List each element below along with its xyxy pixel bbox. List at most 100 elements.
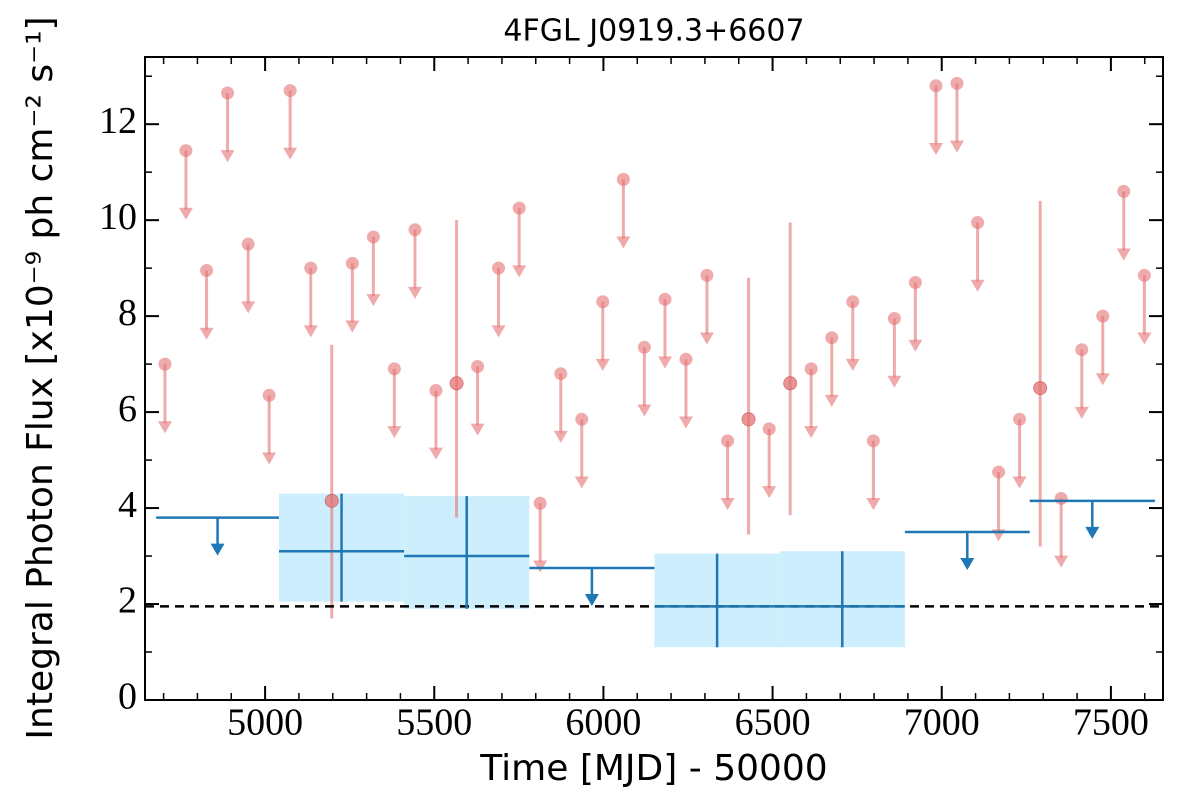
flux-point bbox=[554, 367, 568, 381]
flux-point bbox=[241, 237, 255, 251]
flux-point bbox=[1096, 309, 1110, 323]
upper-limit-head bbox=[1095, 373, 1110, 386]
flux-point bbox=[596, 295, 610, 309]
flux-point bbox=[721, 434, 735, 448]
flux-point bbox=[1013, 412, 1027, 426]
flux-point bbox=[221, 86, 235, 100]
flux-point bbox=[929, 79, 943, 93]
upper-limit-head bbox=[887, 375, 902, 388]
flux-point bbox=[471, 360, 485, 374]
y-tick-label: 0 bbox=[118, 676, 137, 718]
upper-limit-head bbox=[637, 404, 652, 417]
upper-limit-head bbox=[908, 339, 923, 352]
flux-point bbox=[512, 201, 526, 215]
flux-point bbox=[783, 376, 798, 391]
flux-point bbox=[262, 388, 276, 402]
upper-limit-head bbox=[533, 560, 548, 573]
flux-point bbox=[158, 357, 172, 371]
upper-limit-head bbox=[678, 416, 693, 429]
flux-point bbox=[179, 144, 193, 158]
upper-limit-head bbox=[1085, 526, 1100, 539]
upper-limit-head bbox=[470, 423, 485, 436]
flux-point bbox=[679, 352, 693, 366]
upper-limit-head bbox=[866, 498, 881, 511]
upper-limit-head bbox=[574, 476, 589, 489]
flux-point bbox=[637, 340, 651, 354]
y-axis-label: Integral Photon Flux [x10⁻⁹ ph cm⁻² s⁻¹] bbox=[20, 16, 61, 739]
flux-point bbox=[1054, 491, 1068, 505]
flux-point bbox=[533, 496, 547, 510]
flux-point bbox=[1137, 268, 1151, 282]
flux-point bbox=[449, 376, 464, 391]
upper-limit-head bbox=[512, 265, 527, 278]
upper-limit-head bbox=[584, 594, 599, 607]
upper-limit-head bbox=[220, 150, 235, 163]
upper-limit-head bbox=[199, 327, 214, 340]
upper-limit-head bbox=[210, 543, 225, 556]
upper-limit-head bbox=[1116, 248, 1131, 261]
upper-limit-head bbox=[1054, 555, 1069, 568]
upper-limit-head bbox=[595, 358, 610, 371]
x-tick-label: 5000 bbox=[227, 702, 303, 744]
y-tick-label: 6 bbox=[118, 388, 137, 430]
upper-limit-head bbox=[157, 421, 172, 434]
upper-limit-head bbox=[283, 147, 298, 160]
flux-point bbox=[492, 261, 506, 275]
y-tick-label: 12 bbox=[99, 100, 137, 142]
plot-frame bbox=[144, 56, 1164, 701]
x-tick-label: 6500 bbox=[735, 702, 811, 744]
flux-point bbox=[304, 261, 318, 275]
flux-point bbox=[804, 362, 818, 376]
upper-limit-head bbox=[616, 236, 631, 249]
y-tick-label: 10 bbox=[99, 196, 137, 238]
flux-point bbox=[616, 172, 630, 186]
upper-limit-head bbox=[1012, 476, 1027, 489]
upper-limit-head bbox=[387, 426, 402, 439]
upper-limit-head bbox=[303, 325, 318, 338]
chart-title: 4FGL J0919.3+6607 bbox=[503, 14, 804, 49]
x-tick-label: 6000 bbox=[565, 702, 641, 744]
flux-point bbox=[658, 292, 672, 306]
flux-point bbox=[825, 331, 839, 345]
flux-point bbox=[1117, 184, 1131, 198]
upper-limit-head bbox=[762, 486, 777, 499]
flux-point bbox=[575, 412, 589, 426]
upper-limit-head bbox=[428, 447, 443, 460]
flux-point bbox=[366, 230, 380, 244]
flux-point bbox=[866, 434, 880, 448]
x-tick-label: 7500 bbox=[1073, 702, 1149, 744]
upper-limit-head bbox=[928, 142, 943, 155]
flux-point bbox=[200, 264, 214, 278]
flux-point bbox=[908, 276, 922, 290]
flux-point bbox=[283, 84, 297, 98]
flux-point bbox=[762, 422, 776, 436]
upper-limit-head bbox=[949, 140, 964, 153]
y-tick-label: 2 bbox=[118, 580, 137, 622]
flux-point bbox=[700, 268, 714, 282]
x-axis-label: Time [MJD] - 50000 bbox=[479, 748, 827, 789]
flux-point bbox=[408, 223, 422, 237]
upper-limit-head bbox=[657, 356, 672, 369]
upper-limit-head bbox=[804, 426, 819, 439]
upper-limit-head bbox=[970, 279, 985, 292]
upper-limit-head bbox=[699, 332, 714, 345]
x-tick-label: 5500 bbox=[396, 702, 472, 744]
upper-limit-head bbox=[491, 325, 506, 338]
upper-limit-head bbox=[960, 558, 975, 571]
flux-point bbox=[387, 362, 401, 376]
upper-limit-head bbox=[553, 430, 568, 443]
upper-limit-head bbox=[262, 452, 277, 465]
flux-point bbox=[1075, 343, 1089, 357]
flux-point bbox=[324, 493, 339, 508]
y-tick-label: 4 bbox=[118, 484, 137, 526]
upper-limit-head bbox=[1137, 332, 1152, 345]
flux-point bbox=[429, 383, 443, 397]
flux-point bbox=[971, 216, 985, 230]
flux-point bbox=[741, 412, 756, 427]
upper-limit-head bbox=[345, 320, 360, 333]
y-tick-label: 8 bbox=[118, 292, 137, 334]
flux-point bbox=[1033, 381, 1048, 396]
upper-limit-head bbox=[366, 294, 381, 307]
upper-limit-head bbox=[407, 286, 422, 299]
